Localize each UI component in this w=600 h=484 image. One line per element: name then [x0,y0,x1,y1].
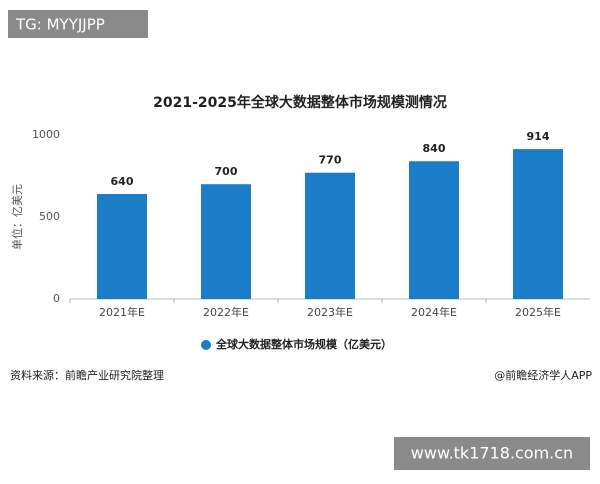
legend-label: 全球大数据整体市场规模（亿美元） [215,337,392,351]
x-tick-label: 2022年E [203,305,249,319]
x-tick-label: 2023年E [307,305,353,319]
bar [201,184,251,299]
y-tick-label: 0 [53,292,60,305]
bar [97,194,147,299]
legend-marker [201,340,211,350]
source-note: 资料来源：前瞻产业研究院整理 [10,368,164,382]
credit: @前瞻经济学人APP [494,368,592,382]
value-label: 840 [423,142,446,155]
site-text: www.tk1718.com.cn [411,444,573,463]
value-label: 640 [111,175,134,188]
bar [513,149,563,299]
bar [409,161,459,299]
x-tick-label: 2021年E [99,305,145,319]
x-tick-label: 2025年E [515,305,561,319]
y-axis-label: 单位：亿美元 [10,184,24,250]
chart-title: 2021-2025年全球大数据整体市场规模测情况 [153,94,447,111]
tag-text: TG: MYYJJPP [15,16,105,34]
bar [305,172,355,299]
y-tick-label: 1000 [32,128,60,141]
value-label: 770 [319,154,342,167]
tag-box [8,10,148,38]
y-tick-label: 500 [39,210,60,223]
value-label: 700 [215,165,238,178]
site-box [394,437,590,470]
value-label: 914 [527,130,550,143]
x-tick-label: 2024年E [411,305,457,319]
